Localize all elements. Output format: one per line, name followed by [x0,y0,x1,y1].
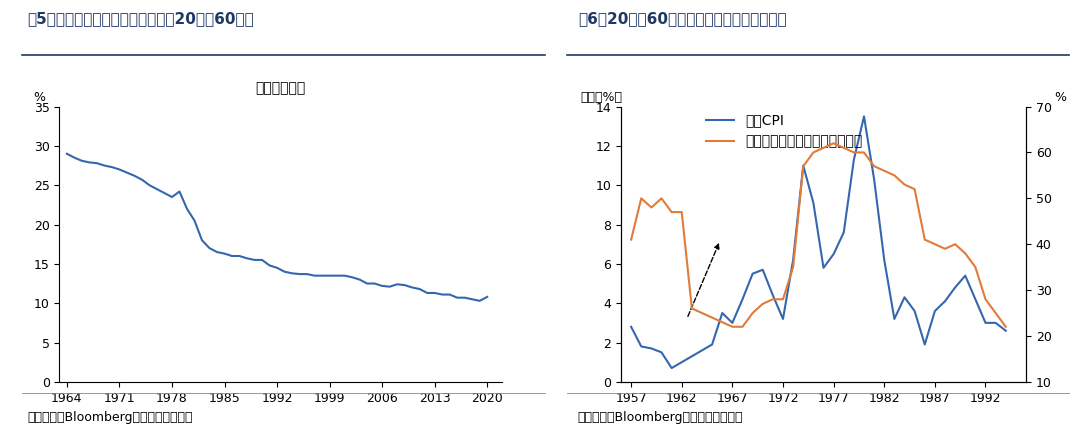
Legend: 美国CPI, 通胀挂钩工资合同比例（右轴）: 美国CPI, 通胀挂钩工资合同比例（右轴） [701,108,868,154]
Text: 图6：20世纪60年后期通胀挂钩工资开始盛行: 图6：20世纪60年后期通胀挂钩工资开始盛行 [578,11,786,26]
Text: %: % [32,91,45,104]
Text: 美国工会化率: 美国工会化率 [256,82,306,95]
Text: 同比（%）: 同比（%） [581,91,622,104]
Text: 图5：当前美国工会的影响力远低于20世纪60年代: 图5：当前美国工会的影响力远低于20世纪60年代 [27,11,254,26]
Text: 数据来源：Bloomberg，东吴证券研究所: 数据来源：Bloomberg，东吴证券研究所 [27,411,192,424]
Text: 数据来源：Bloomberg，东吴证券研究所: 数据来源：Bloomberg，东吴证券研究所 [578,411,743,424]
Text: %: % [1054,91,1067,104]
